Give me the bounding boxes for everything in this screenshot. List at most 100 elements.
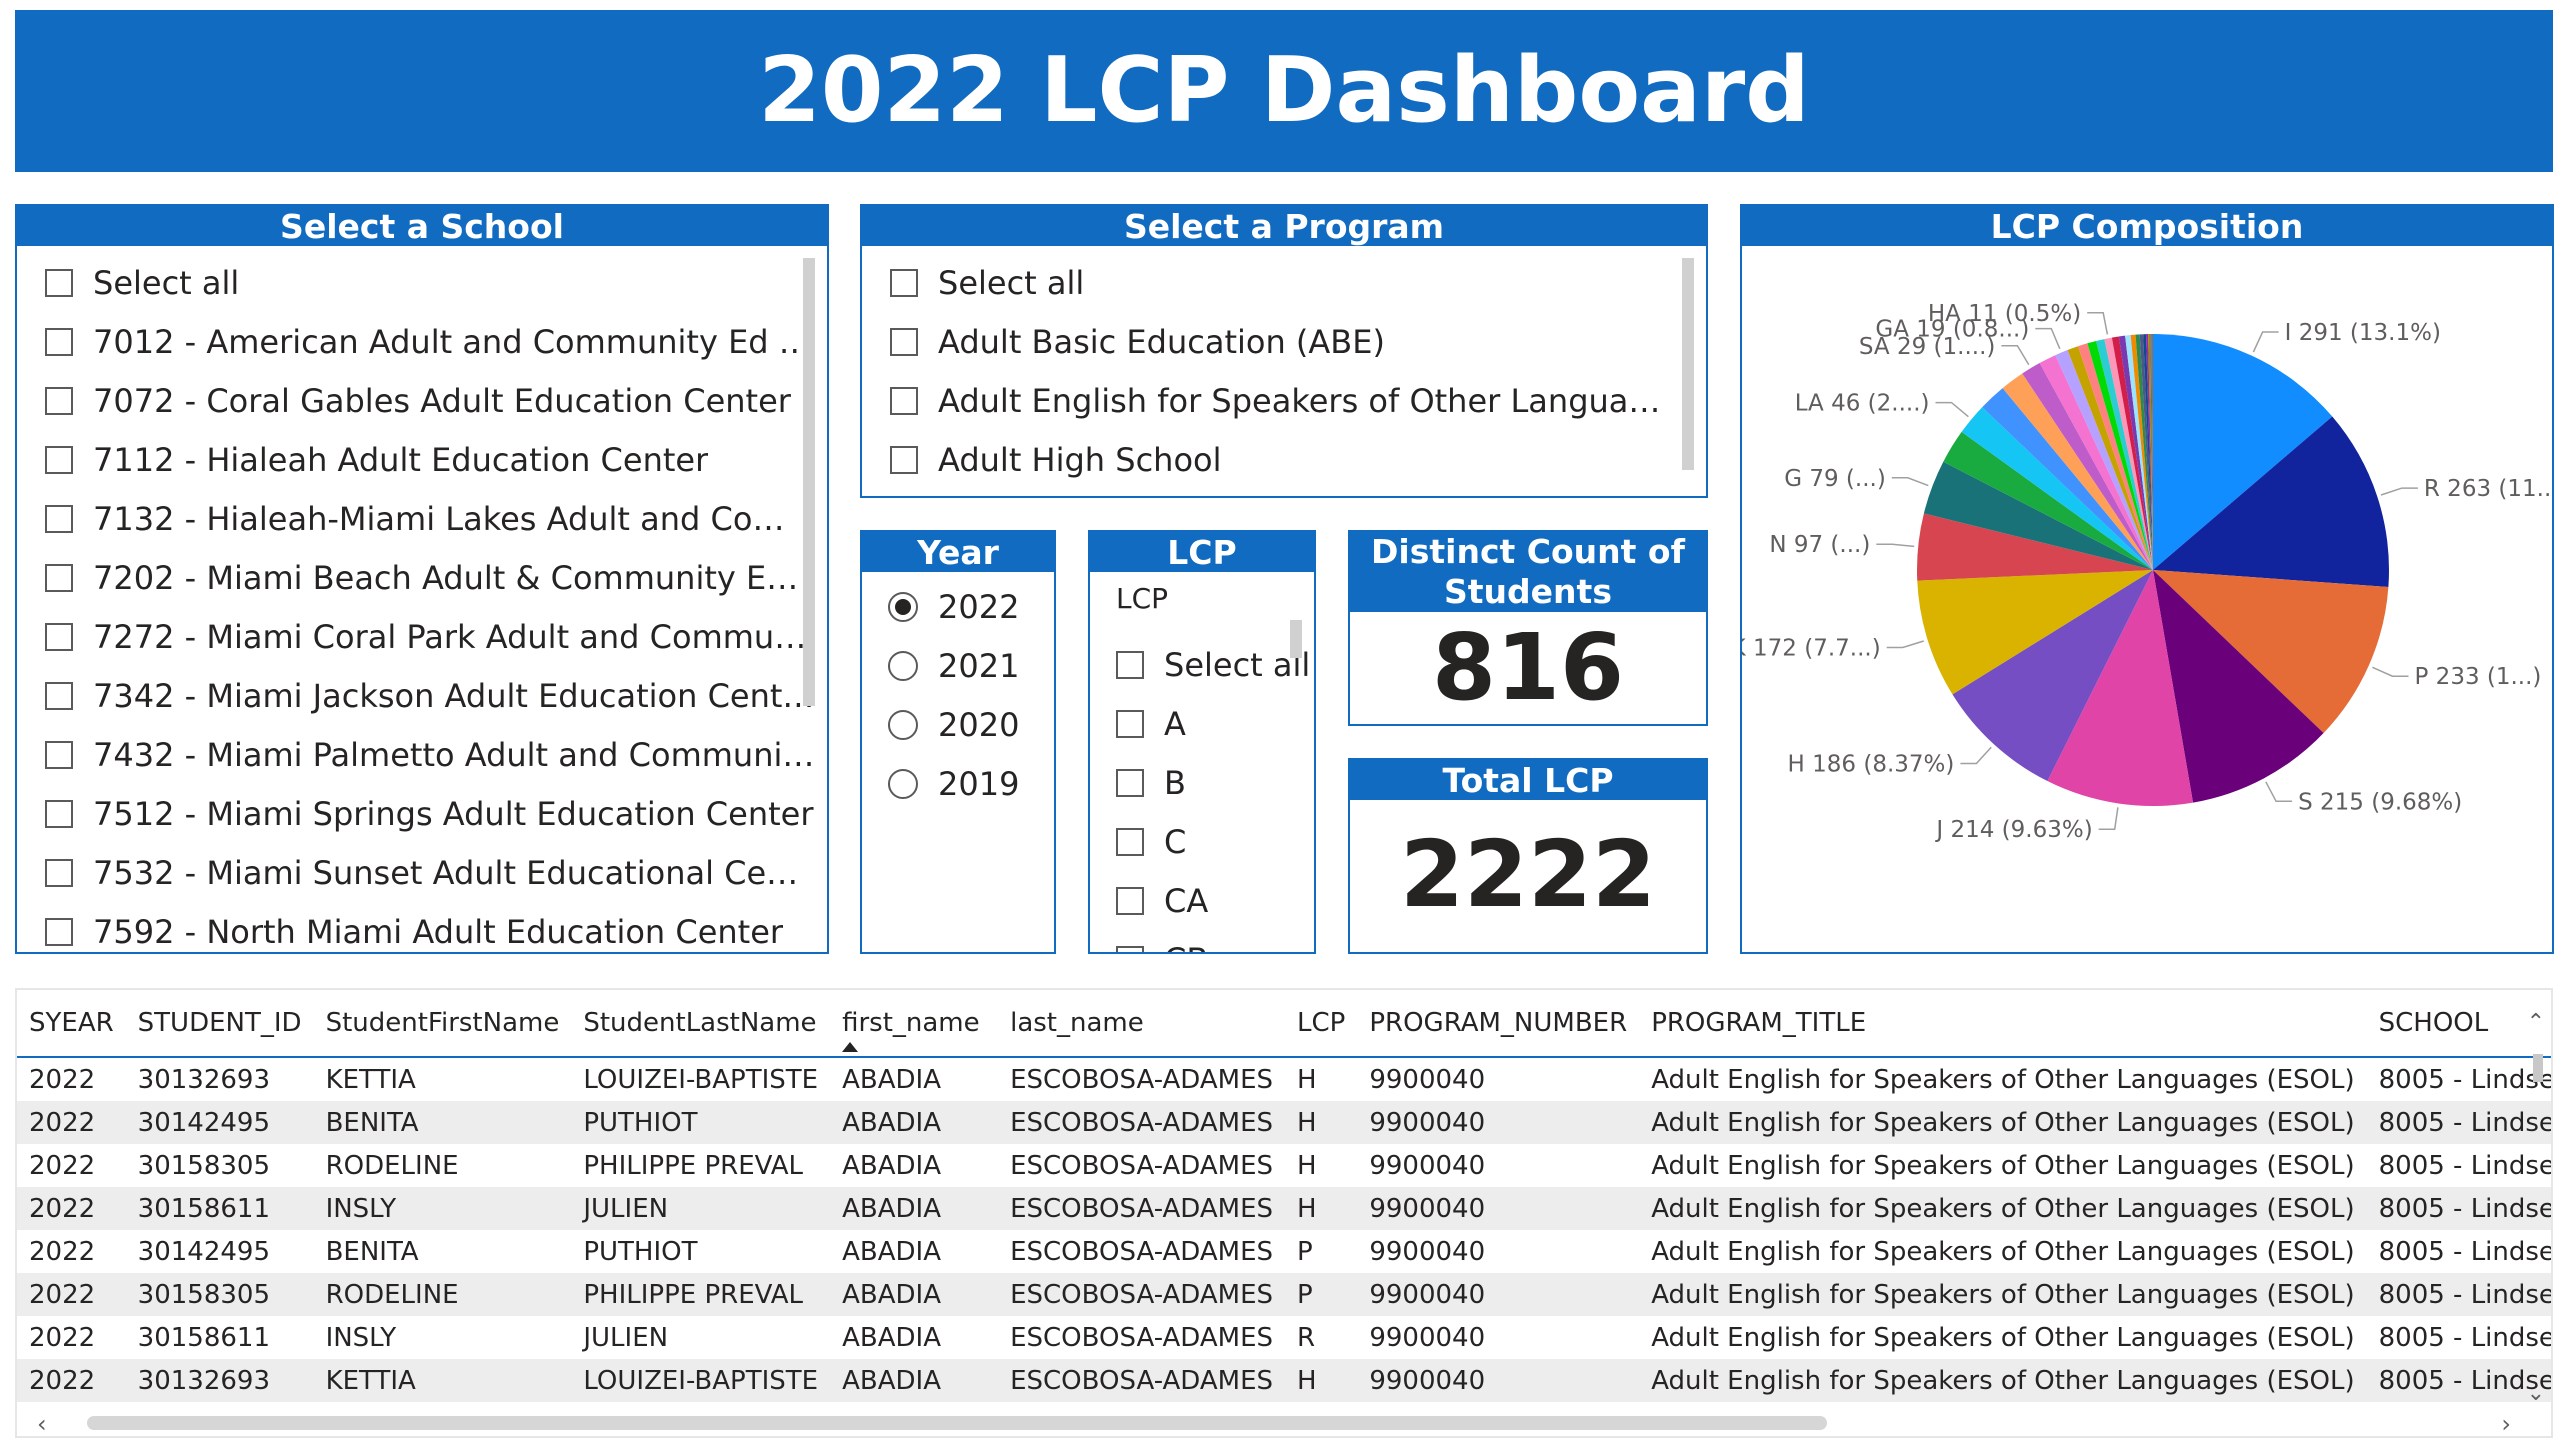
radio-icon[interactable] [888, 592, 918, 622]
lcp-option[interactable]: CA [1090, 872, 1314, 930]
checkbox-icon[interactable] [45, 800, 73, 828]
checkbox-icon[interactable] [45, 505, 73, 533]
year-option[interactable]: 2021 [862, 637, 1054, 695]
checkbox-icon[interactable] [45, 741, 73, 769]
pie-slice[interactable] [2146, 334, 2153, 570]
column-header[interactable]: StudentFirstName [313, 990, 572, 1058]
radio-icon[interactable] [888, 710, 918, 740]
radio-icon[interactable] [888, 651, 918, 681]
pie-slice[interactable] [2153, 570, 2324, 803]
pie-slice[interactable] [2153, 570, 2389, 734]
year-option[interactable]: 2019 [862, 755, 1054, 813]
school-option[interactable]: 7072 - Coral Gables Adult Education Cent… [17, 372, 815, 430]
checkbox-icon[interactable] [890, 269, 918, 297]
pie-slice[interactable] [2002, 373, 2153, 570]
school-option[interactable]: 7342 - Miami Jackson Adult Education Cen… [17, 667, 815, 725]
pie-slice[interactable] [2087, 340, 2153, 570]
checkbox-icon[interactable] [890, 446, 918, 474]
column-header[interactable]: last_name [998, 990, 1286, 1058]
checkbox-icon[interactable] [45, 623, 73, 651]
table-row[interactable]: 2022 30158611 INSLY JULIEN ABADIA ESCOBOSA-AD… [17, 1187, 2551, 1230]
checkbox-icon[interactable] [890, 387, 918, 415]
school-option[interactable]: 7272 - Miami Coral Park Adult and Commun… [17, 608, 815, 666]
program-option[interactable]: Select all [862, 254, 1680, 312]
pie-slice[interactable] [2153, 416, 2389, 587]
checkbox-icon[interactable] [1116, 710, 1144, 738]
lcp-option[interactable]: C [1090, 813, 1314, 871]
school-option[interactable]: 7592 - North Miami Adult Education Cente… [17, 903, 815, 952]
column-header[interactable]: SYEAR [17, 990, 126, 1058]
pie-slice[interactable] [2143, 334, 2153, 570]
checkbox-icon[interactable] [45, 682, 73, 710]
school-option[interactable]: 7012 - American Adult and Community Ed C… [17, 313, 815, 371]
pie-slice[interactable] [2022, 363, 2153, 570]
table-scroll-down-icon[interactable]: ⌄ [2526, 1381, 2545, 1406]
program-list-scrollbar[interactable] [1682, 258, 1694, 470]
school-option[interactable]: 7432 - Miami Palmetto Adult and Communit… [17, 726, 815, 784]
school-option[interactable]: 7132 - Hialeah-Miami Lakes Adult and Com… [17, 490, 815, 548]
checkbox-icon[interactable] [45, 328, 73, 356]
pie-slice[interactable] [2096, 339, 2153, 570]
school-option[interactable]: Select all [17, 254, 815, 312]
checkbox-icon[interactable] [45, 918, 73, 946]
table-row[interactable]: 2022 30132693 KETTIA LOUIZEI-BAPTISTE ABADIA… [17, 1057, 2551, 1101]
checkbox-icon[interactable] [45, 387, 73, 415]
column-header[interactable]: first_name [830, 990, 999, 1058]
school-option[interactable]: 7512 - Miami Springs Adult Education Cen… [17, 785, 815, 843]
program-option[interactable]: Adult Basic Education (ABE) [862, 313, 1680, 371]
column-header[interactable]: LCP [1285, 990, 1358, 1058]
checkbox-icon[interactable] [1116, 828, 1144, 856]
pie-slice[interactable] [2130, 334, 2153, 570]
pie-slice[interactable] [1943, 431, 2153, 570]
pie-slice[interactable] [1916, 513, 2153, 581]
pie-slice[interactable] [2125, 335, 2153, 570]
pie-slice[interactable] [2047, 570, 2194, 807]
table-row[interactable]: 2022 30158305 RODELINE PHILIPPE PREVAL ABADI… [17, 1273, 2551, 1316]
column-header[interactable]: PROGRAM_TITLE [1639, 990, 2367, 1058]
sort-ascending-icon[interactable] [842, 1042, 859, 1052]
pie-slice[interactable] [2067, 346, 2153, 570]
lcp-option[interactable]: Select all [1090, 636, 1314, 694]
pie-slice[interactable] [2055, 350, 2153, 570]
column-header[interactable]: StudentLastName [571, 990, 831, 1058]
lcp-list-scrollbar[interactable] [1290, 620, 1302, 658]
radio-icon[interactable] [888, 769, 918, 799]
lcp-option[interactable]: CB [1090, 931, 1314, 952]
pie-slice[interactable] [2148, 334, 2153, 570]
table-horizontal-scroll-thumb[interactable] [87, 1416, 1827, 1430]
table-row[interactable]: 2022 30132693 KETTIA LOUIZEI-BAPTISTE ABADIA… [17, 1359, 2551, 1402]
pie-slice[interactable] [2135, 334, 2153, 570]
pie-slice[interactable] [1923, 461, 2153, 570]
checkbox-icon[interactable] [45, 564, 73, 592]
checkbox-icon[interactable] [1116, 651, 1144, 679]
checkbox-icon[interactable] [45, 446, 73, 474]
table-vertical-scrollbar[interactable] [2533, 1054, 2543, 1082]
pie-slice[interactable] [1982, 388, 2153, 570]
pie-slice[interactable] [2139, 334, 2153, 570]
year-option[interactable]: 2020 [862, 696, 1054, 754]
table-row[interactable]: 2022 30158611 INSLY JULIEN ABADIA ESCOBOSA-AD… [17, 1316, 2551, 1359]
pie-slice[interactable] [1961, 407, 2153, 570]
program-option[interactable]: Adult High School [862, 431, 1680, 489]
pie-slice[interactable] [2039, 355, 2153, 570]
program-option[interactable]: Adult English for Speakers of Other Lang… [862, 372, 1680, 430]
lcp-option[interactable]: B [1090, 754, 1314, 812]
column-header[interactable]: SCHOOL [2366, 990, 2551, 1058]
scroll-left-icon[interactable]: ‹ [37, 1410, 47, 1438]
pie-slice[interactable] [1952, 570, 2153, 782]
checkbox-icon[interactable] [45, 859, 73, 887]
lcp-option[interactable]: A [1090, 695, 1314, 753]
column-header[interactable]: PROGRAM_NUMBER [1357, 990, 1640, 1058]
school-option[interactable]: 7112 - Hialeah Adult Education Center [17, 431, 815, 489]
school-option[interactable]: 7532 - Miami Sunset Adult Educational Ce… [17, 844, 815, 902]
checkbox-icon[interactable] [45, 269, 73, 297]
pie-slice[interactable] [2150, 334, 2153, 570]
checkbox-icon[interactable] [1116, 769, 1144, 797]
pie-slice[interactable] [1917, 570, 2153, 695]
pie-slice[interactable] [2104, 337, 2153, 570]
year-option[interactable]: 2022 [862, 578, 1054, 636]
table-scroll-up-icon[interactable]: ⌃ [2526, 1010, 2545, 1035]
pie-slice[interactable] [2118, 335, 2153, 570]
column-header[interactable]: STUDENT_ID [125, 990, 314, 1058]
